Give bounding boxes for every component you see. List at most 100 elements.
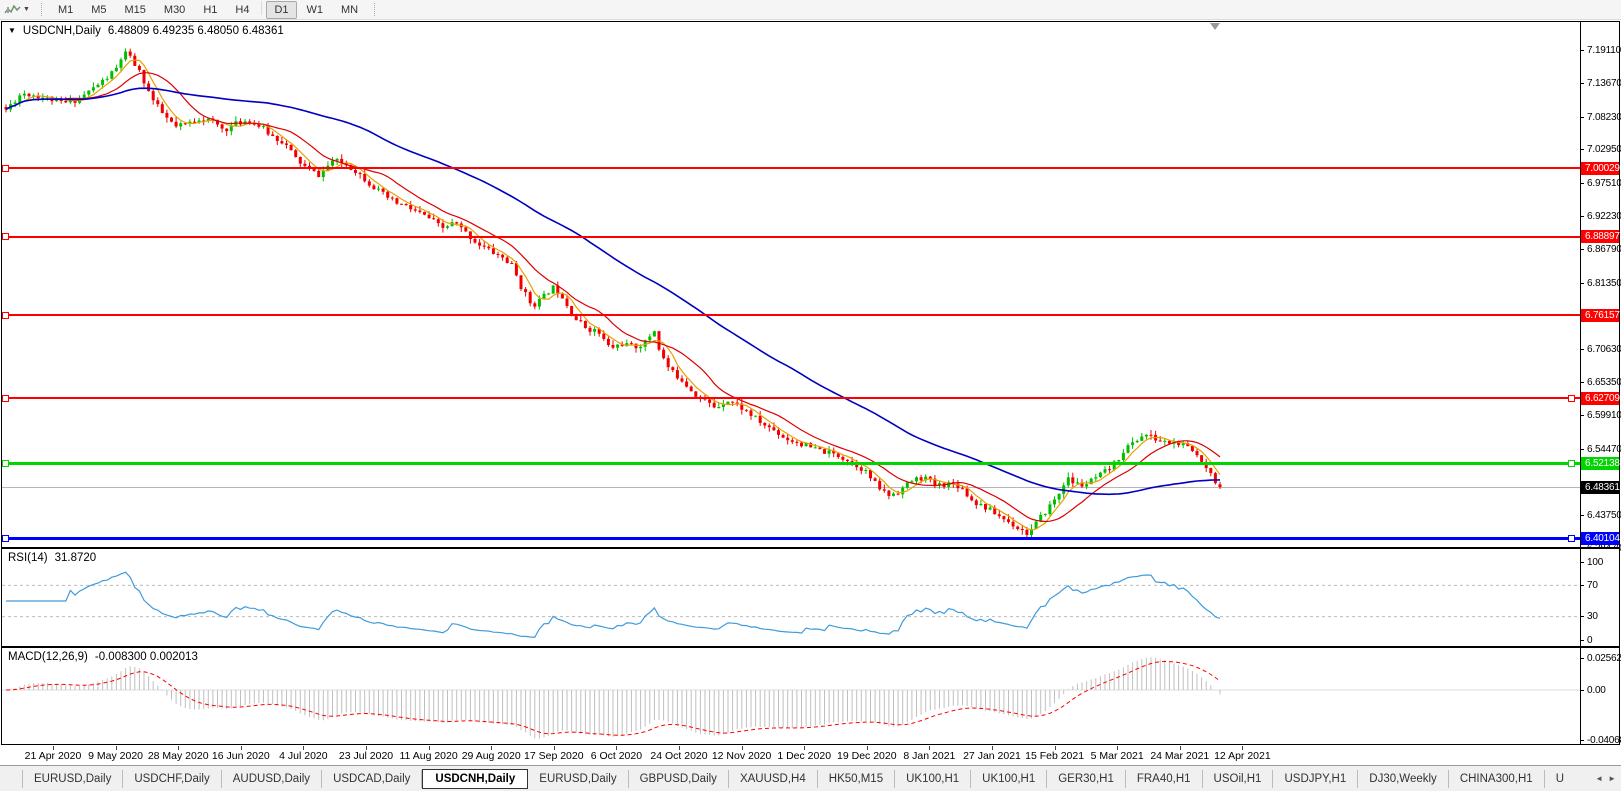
chart-title: ▼ USDCNH,Daily 6.48809 6.49235 6.48050 6… [8,25,284,37]
price-level-tag[interactable]: 6.76157 [1581,308,1620,322]
candlestick-plot[interactable] [2,22,1580,547]
tab-scroll-right-icon[interactable]: ► [1608,774,1616,783]
tab-UK100-H1[interactable]: UK100,H1 [971,769,1048,788]
timeframe-button-W1[interactable]: W1 [306,3,324,16]
date-tick [1054,746,1056,750]
chart-window-main[interactable]: ▼ USDCNH,Daily 6.48809 6.49235 6.48050 6… [1,21,1621,554]
chart-tab-bar: EURUSD,Daily USDCHF,Daily AUDUSD,Daily USDC… [0,765,1621,791]
chart-window-macd[interactable]: MACD(12,26,9) -0.008300 0.002013 0.02562… [1,647,1621,746]
tab-EURUSD-Daily[interactable]: EURUSD,Daily [22,769,124,788]
price-level-tag[interactable]: 7.00029 [1581,161,1620,175]
macd-tick: 0.025623 [1581,653,1621,664]
date-tick [804,746,806,750]
price-level-tag[interactable]: 6.40104 [1581,531,1620,545]
timeframe-button-M1[interactable]: M1 [57,3,74,16]
window-menu-arrow-icon[interactable]: ▼ [8,26,16,35]
price-tick: 6.43750 [1581,510,1621,521]
rsi-tick: 70 [1581,580,1598,591]
level-handle[interactable] [2,394,9,402]
date-tick [679,746,680,750]
date-label: 1 Dec 2020 [777,750,832,762]
horizontal-level-line[interactable] [2,397,1580,400]
date-tick [366,746,367,750]
tab-USDJPY-H1[interactable]: USDJPY,H1 [1273,769,1359,788]
date-label: 16 Jun 2020 [211,750,270,762]
candlestick-chart[interactable] [2,22,1580,547]
date-tick [992,746,993,750]
horizontal-level-line[interactable] [2,536,1580,540]
tab-UK100-H1[interactable]: UK100,H1 [895,769,972,788]
level-handle[interactable] [1568,460,1575,468]
date-axis: 21 Apr 2020 9 May 2020 28 May 2020 16 Jun 2… [1,746,1579,765]
tab-AUDUSD-Daily[interactable]: AUDUSD,Daily [222,769,323,788]
date-label: 12 Apr 2021 [1214,750,1271,762]
price-tick: 7.13670 [1581,78,1621,89]
timeframe-button-H4[interactable]: H4 [235,3,250,16]
date-tick [1242,746,1244,750]
level-handle[interactable] [2,311,9,319]
horizontal-level-line[interactable] [2,167,1580,169]
macd-title: MACD(12,26,9) -0.008300 0.002013 [8,651,198,663]
level-handle[interactable] [2,534,9,542]
chart-window-rsi[interactable]: RSI(14) 31.8720 100 70 30 0 [1,548,1620,647]
tab-GER30-H1[interactable]: GER30,H1 [1047,769,1126,788]
price-tick: 6.97510 [1581,178,1621,189]
date-tick [178,746,180,750]
tab-GBPUSD-Daily[interactable]: GBPUSD,Daily [629,769,729,788]
cursor-tool-dropdown-icon[interactable]: ▼ [23,6,30,13]
rsi-plot[interactable] [2,549,1580,646]
toolbar-separator [261,0,263,15]
tab-XAUUSD-H4[interactable]: XAUUSD,H4 [729,769,818,788]
tab-USDCAD-Daily[interactable]: USDCAD,Daily [322,769,423,788]
toolbar-grip-icon [40,3,42,16]
tab-USOil-H1[interactable]: USOil,H1 [1203,769,1274,788]
horizontal-level-line[interactable] [2,314,1580,317]
date-tick [1179,746,1181,750]
price-level-tag[interactable]: 6.52138 [1581,457,1620,471]
timeframe-button-M30[interactable]: M30 [163,3,186,16]
date-tick [741,746,743,750]
date-tick [491,746,493,750]
price-level-tag[interactable]: 6.88897 [1581,230,1620,244]
timeframe-button-M5[interactable]: M5 [91,3,107,16]
tab-HK50-M15[interactable]: HK50,M15 [818,769,896,788]
level-handle[interactable] [1568,394,1575,402]
timeframe-button-D1[interactable]: D1 [266,0,297,19]
level-handle[interactable] [2,164,9,172]
date-tick [929,746,931,750]
tab-CHINA300-H1[interactable]: CHINA300,H1 [1449,769,1545,788]
date-label: 12 Nov 2020 [711,750,772,762]
tab-EURUSD-Daily[interactable]: EURUSD,Daily [528,769,629,788]
level-handle[interactable] [2,460,9,468]
date-label: 4 Jul 2020 [279,750,328,762]
chart-shift-marker[interactable] [1210,23,1220,35]
tab-USDCHF-Daily[interactable]: USDCHF,Daily [123,769,222,788]
date-label: 5 Mar 2021 [1090,750,1144,762]
tab-partial[interactable]: U [1555,772,1564,785]
date-tick [428,746,430,750]
date-label: 17 Sep 2020 [524,750,584,762]
timeframe-button-M15[interactable]: M15 [124,3,146,16]
level-handle[interactable] [2,233,9,241]
horizontal-level-line[interactable] [2,235,1580,238]
ohlc-values: 6.48809 6.49235 6.48050 6.48361 [107,25,284,37]
macd-tick: -0.040687 [1581,735,1621,746]
timeframe-button-MN[interactable]: MN [341,3,359,16]
horizontal-level-line[interactable] [2,462,1580,466]
timeframe-button-H1[interactable]: H1 [203,3,218,16]
macd-label: MACD(12,26,9) [8,651,88,663]
date-label: 8 Jan 2021 [903,750,956,762]
cursor-tool-icon[interactable] [4,3,21,17]
tab-FRA40-H1[interactable]: FRA40,H1 [1126,769,1203,788]
date-label: 6 Oct 2020 [590,750,643,762]
tab-DJ30-Weekly[interactable]: DJ30,Weekly [1358,769,1449,788]
date-label: 27 Jan 2021 [963,750,1021,762]
price-tick: 6.59910 [1581,410,1621,421]
macd-plot[interactable] [2,648,1580,744]
level-handle[interactable] [1568,534,1575,542]
tab-scroll-left-icon[interactable]: ◄ [1595,774,1604,783]
price-level-tag[interactable]: 6.62709 [1581,391,1620,405]
current-price-line [2,487,1580,489]
date-label: 24 Mar 2021 [1150,750,1210,762]
tab-USDCNH-Daily[interactable]: USDCNH,Daily [422,768,529,789]
